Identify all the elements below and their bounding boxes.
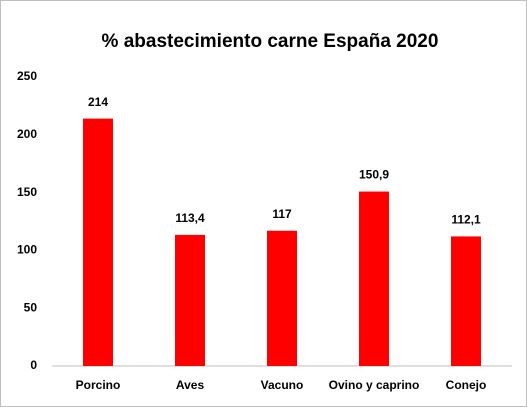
chart-title: % abastecimiento carne España 2020 (102, 31, 439, 52)
x-tick-label: Porcino (76, 378, 121, 392)
bar (267, 230, 297, 366)
x-tick-label: Conejo (446, 378, 487, 392)
y-tick-label: 150 (17, 185, 37, 199)
bar (83, 118, 113, 366)
x-tick-label: Aves (176, 378, 205, 392)
bar (359, 191, 389, 366)
bar (451, 236, 481, 366)
data-label: 112,1 (451, 213, 481, 227)
y-tick-label: 0 (30, 358, 37, 372)
y-tick-label: 100 (17, 243, 37, 257)
bar (175, 234, 205, 366)
x-tick-label: Vacuno (261, 378, 304, 392)
y-tick-label: 50 (24, 300, 38, 314)
data-label: 150,9 (359, 168, 389, 182)
x-tick-label: Ovino y caprino (329, 378, 420, 392)
data-label: 117 (272, 207, 292, 221)
data-label: 214 (88, 95, 108, 109)
y-tick-label: 200 (17, 127, 37, 141)
data-label: 113,4 (175, 211, 205, 225)
y-tick-label: 250 (17, 69, 37, 83)
